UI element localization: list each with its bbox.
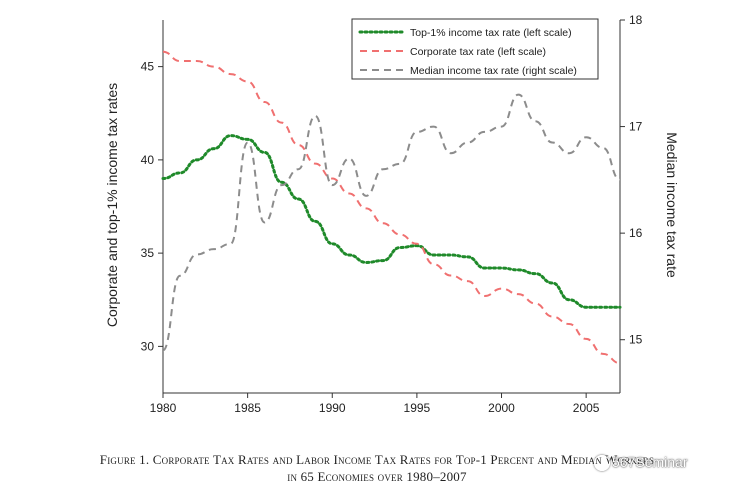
- series-line-0: [161, 134, 622, 309]
- legend-box: [351, 18, 599, 80]
- series-line-1: [162, 50, 621, 365]
- y-tick-label-left: 30: [141, 339, 155, 353]
- series-line-2: [162, 93, 621, 352]
- tax-rates-chart: 1980 1985 1990 1995 2000 2005 30 35 40 45 15 16 17 18…: [104, 13, 680, 415]
- figure-caption-line-1: Figure 1. Corporate Tax Rates and Labor …: [99, 452, 655, 467]
- y-tick-label-left: 35: [141, 246, 155, 260]
- x-tick-label: 2000: [488, 401, 515, 415]
- legend-label: Top-1% income tax rate (left scale): [410, 27, 572, 39]
- x-tick-label: 1995: [404, 401, 431, 415]
- legend-label: Corporate tax rate (left scale): [410, 46, 546, 58]
- y-tick-label-right: 15: [629, 333, 643, 347]
- figure-caption-line-2: in 65 Economies over 1980–2007: [287, 469, 467, 484]
- x-tick-label: 1990: [319, 401, 346, 415]
- series-layer: [161, 50, 622, 365]
- watermark-text: 567Seminar: [612, 454, 688, 470]
- y-tick-label-right: 18: [629, 13, 643, 27]
- legend: Top-1% income tax rate (left scale) Corpo…: [351, 18, 599, 80]
- legend-label: Median income tax rate (right scale): [410, 65, 577, 77]
- x-tick-label: 1980: [150, 401, 177, 415]
- y-axis-label-left: Corporate and top-1% income tax rates: [104, 83, 120, 327]
- y-tick-label-left: 40: [141, 153, 155, 167]
- y-tick-label-right: 17: [629, 120, 643, 134]
- y-tick-label-left: 45: [141, 60, 155, 74]
- watermark-icon: [594, 455, 610, 471]
- axes: 1980 1985 1990 1995 2000 2005 30 35 40 45 15 16 17 18: [141, 13, 643, 415]
- x-tick-label: 2005: [573, 401, 600, 415]
- y-axis-label-right: Median income tax rate: [664, 132, 680, 278]
- x-tick-label: 1985: [234, 401, 261, 415]
- y-tick-label-right: 16: [629, 226, 643, 240]
